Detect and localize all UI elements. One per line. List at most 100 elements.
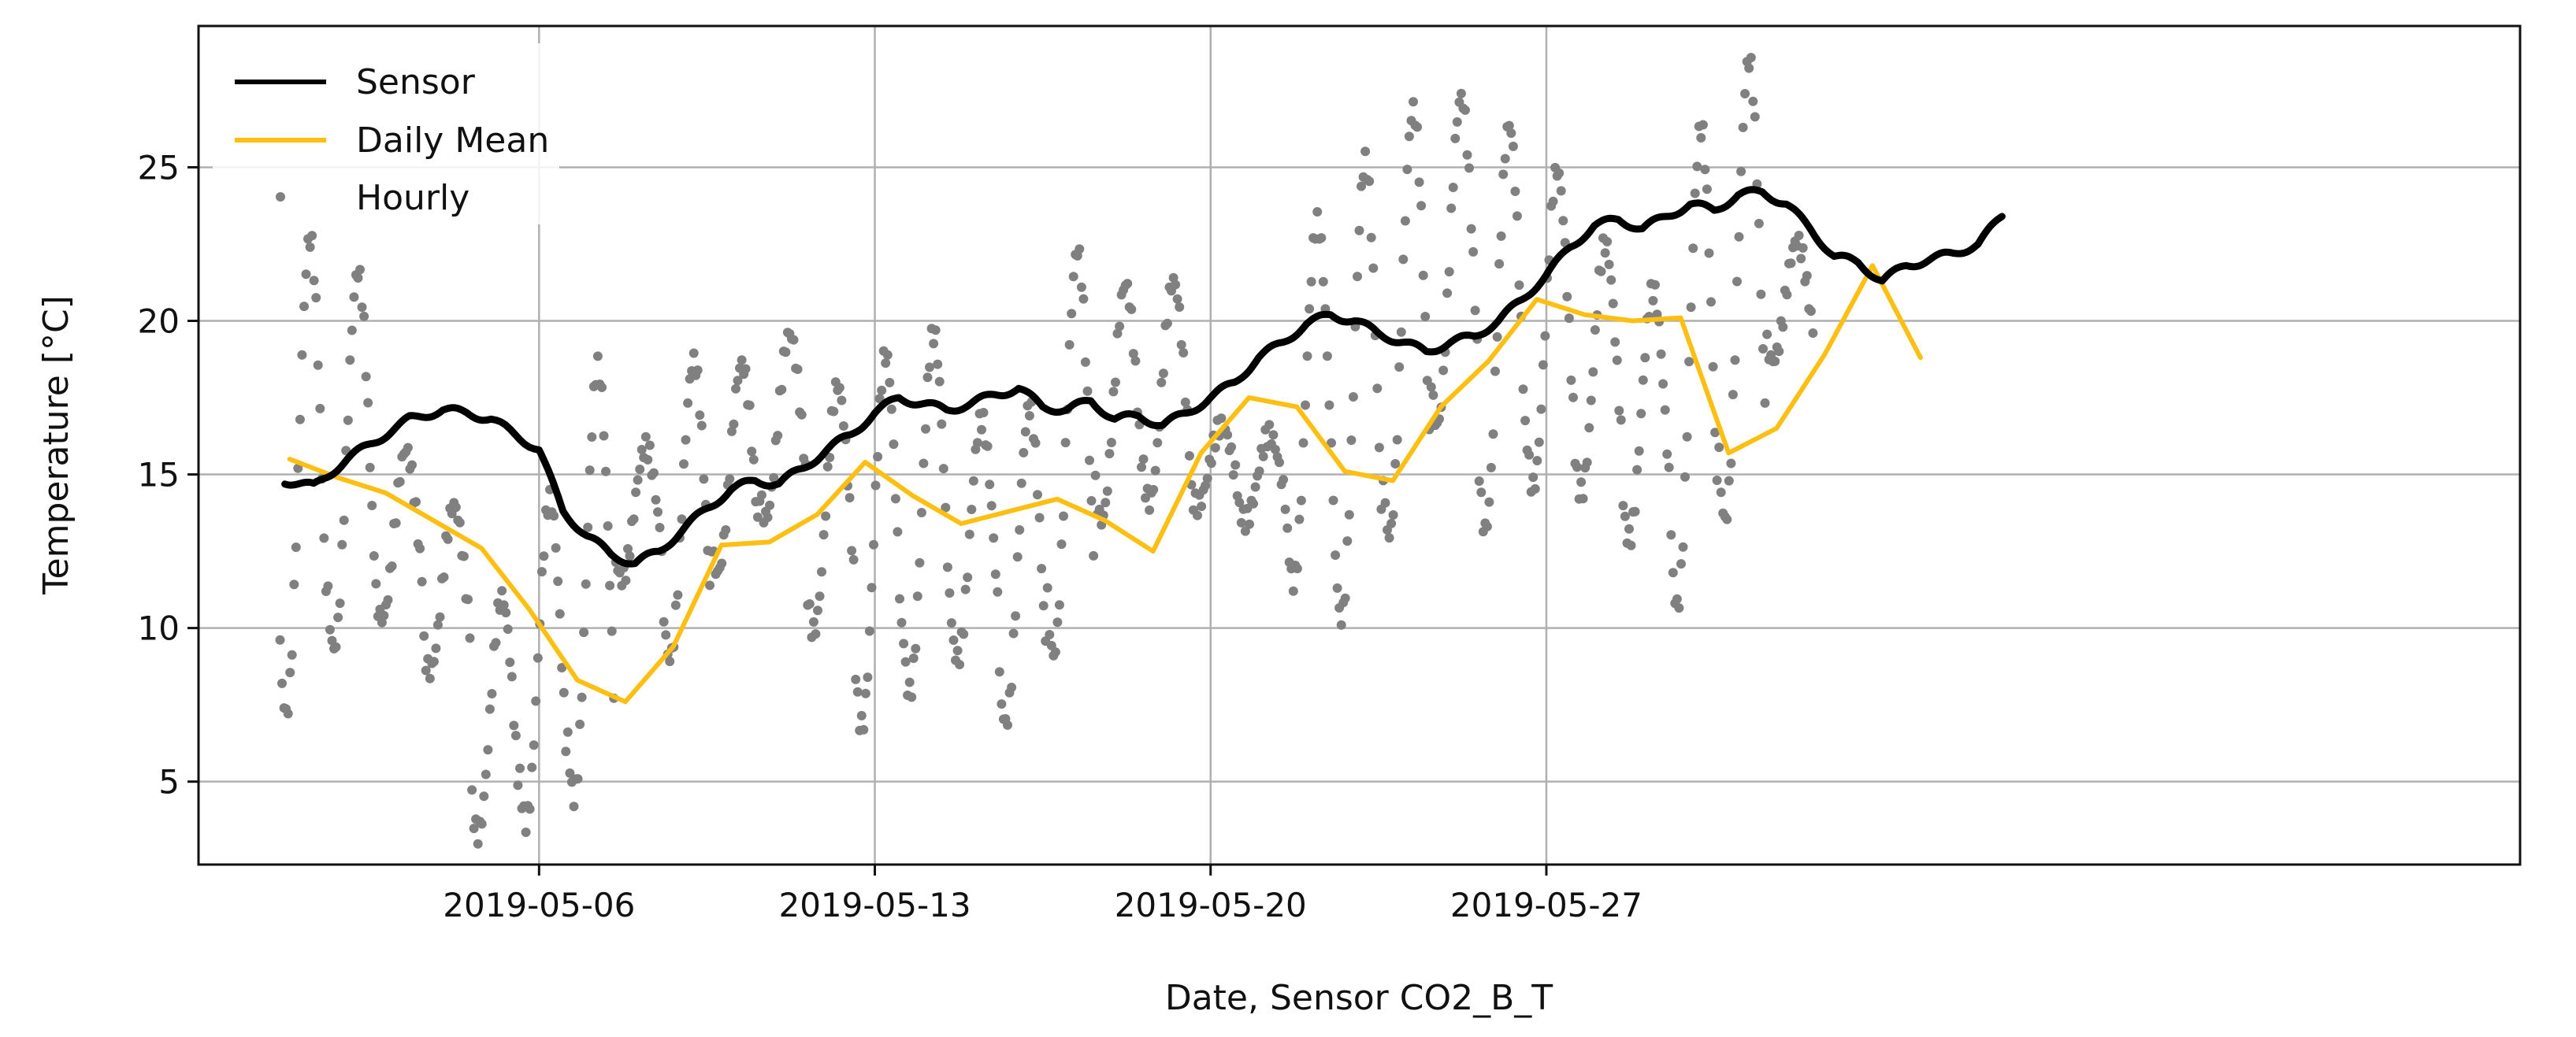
hourly-point: [1662, 449, 1672, 459]
hourly-point: [796, 409, 807, 420]
hourly-point: [968, 476, 978, 486]
hourly-point: [982, 441, 993, 451]
hourly-point: [692, 365, 703, 376]
hourly-point: [881, 358, 891, 369]
hourly-point: [1494, 259, 1505, 269]
hourly-point: [569, 802, 579, 812]
hourly-point: [1614, 406, 1624, 416]
hourly-point: [1020, 427, 1030, 437]
hourly-point: [1412, 122, 1423, 132]
legend-label-daily-mean: Daily Mean: [356, 120, 549, 161]
hourly-point: [1264, 420, 1275, 430]
hourly-point: [1090, 470, 1101, 480]
x-axis-title: Date, Sensor CO2_B_T: [1165, 978, 1553, 1018]
hourly-point: [507, 672, 517, 682]
hourly-point: [1732, 276, 1742, 287]
hourly-point: [1030, 438, 1041, 448]
hourly-point: [371, 579, 381, 589]
hourly-point: [815, 591, 825, 602]
hourly-point: [562, 727, 573, 737]
hourly-point: [747, 446, 757, 457]
hourly-point: [1536, 404, 1546, 414]
hourly-point: [955, 660, 965, 669]
hourly-point: [670, 600, 681, 610]
hourly-point: [1138, 454, 1149, 465]
hourly-point: [491, 638, 501, 648]
hourly-point: [729, 419, 739, 429]
hourly-point: [1400, 216, 1410, 226]
hourly-point: [1223, 430, 1233, 440]
hourly-point: [777, 384, 787, 394]
hourly-point: [1736, 166, 1746, 176]
hourly-point: [1080, 357, 1090, 367]
hourly-point: [285, 668, 295, 678]
hourly-point: [643, 454, 653, 465]
hourly-point: [553, 576, 563, 587]
hourly-point: [1312, 207, 1323, 217]
hourly-point: [993, 587, 1003, 597]
hourly-point: [533, 653, 543, 663]
hourly-point: [293, 463, 303, 473]
hourly-point: [1668, 568, 1678, 578]
hourly-point: [458, 551, 469, 561]
hourly-point: [1616, 415, 1626, 425]
hourly-point: [1744, 63, 1754, 73]
hourly-point: [1268, 430, 1279, 440]
hourly-point: [1610, 337, 1620, 347]
hourly-point: [509, 720, 519, 731]
hourly-point: [337, 539, 347, 550]
hourly-point: [1604, 259, 1614, 269]
hourly-point: [1512, 211, 1522, 221]
hourly-point: [1042, 583, 1052, 593]
hourly-point: [367, 501, 377, 510]
hourly-point: [1738, 122, 1748, 132]
hourly-point: [1452, 117, 1462, 127]
hourly-point: [925, 362, 934, 372]
hourly-point: [1024, 411, 1034, 420]
hourly-point: [1676, 559, 1686, 569]
hourly-point: [748, 454, 759, 465]
hourly-point: [1518, 384, 1528, 394]
hourly-point: [1756, 289, 1766, 299]
hourly-point: [319, 533, 329, 543]
hourly-point: [948, 635, 959, 645]
hourly-point: [1398, 254, 1409, 265]
hourly-point: [1176, 339, 1186, 350]
hourly-point: [1150, 465, 1160, 476]
hourly-point: [387, 561, 397, 571]
hourly-point: [1228, 470, 1238, 480]
hourly-point: [1540, 331, 1550, 341]
hourly-point: [603, 521, 613, 531]
hourly-point: [1076, 282, 1086, 292]
hourly-point: [365, 462, 375, 472]
hourly-point: [1588, 367, 1598, 377]
hourly-point: [763, 513, 773, 523]
hourly-point: [752, 512, 763, 522]
hourly-point: [1710, 428, 1720, 438]
hourly-point: [1193, 510, 1202, 520]
hourly-point: [1762, 329, 1772, 339]
hourly-point: [1428, 390, 1438, 400]
hourly-point: [721, 525, 731, 535]
hourly-point: [515, 763, 525, 773]
hourly-point: [501, 608, 511, 618]
hourly-point: [1532, 456, 1542, 465]
hourly-point: [1508, 141, 1518, 151]
hourly-point: [1760, 398, 1770, 408]
hourly-point: [1011, 611, 1021, 621]
hourly-point: [644, 440, 655, 450]
hourly-point: [818, 530, 829, 540]
hourly-point: [1153, 438, 1163, 448]
hourly-point: [952, 646, 963, 656]
hourly-point: [633, 475, 643, 485]
hourly-point: [407, 460, 417, 470]
hourly-point: [1106, 438, 1116, 447]
hourly-point: [1534, 437, 1544, 447]
hourly-point: [821, 511, 831, 521]
hourly-point: [1108, 387, 1119, 397]
hourly-point: [513, 780, 523, 791]
hourly-point: [309, 276, 319, 286]
hourly-point: [886, 404, 896, 414]
hourly-point: [1137, 462, 1146, 472]
